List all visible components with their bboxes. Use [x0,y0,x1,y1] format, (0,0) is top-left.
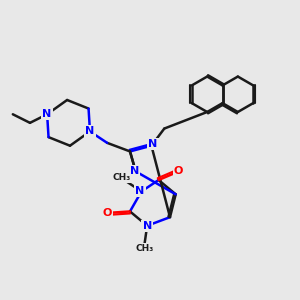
Text: N: N [148,139,158,149]
Text: N: N [135,186,145,196]
Text: O: O [174,167,183,176]
Text: CH₃: CH₃ [135,244,153,253]
Text: CH₃: CH₃ [112,173,130,182]
Text: N: N [43,109,52,119]
Text: O: O [102,208,112,218]
Text: N: N [130,167,139,176]
Text: N: N [142,221,152,231]
Text: N: N [85,126,94,136]
